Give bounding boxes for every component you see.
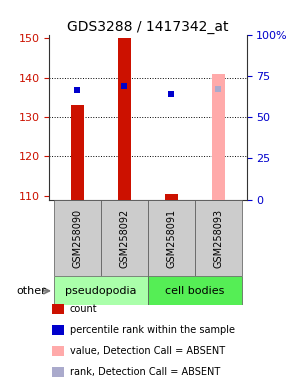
Text: count: count [70,304,97,314]
Title: GDS3288 / 1417342_at: GDS3288 / 1417342_at [67,20,229,33]
Text: cell bodies: cell bodies [165,286,224,296]
Text: rank, Detection Call = ABSENT: rank, Detection Call = ABSENT [70,367,220,377]
Text: GSM258092: GSM258092 [119,209,129,268]
Text: GSM258093: GSM258093 [213,209,223,268]
Text: GSM258090: GSM258090 [72,209,82,268]
Bar [54,200,101,276]
Text: GSM258091: GSM258091 [166,209,176,268]
Bar [195,200,242,276]
Text: other: other [17,286,46,296]
Bar [118,38,131,200]
Text: pseudopodia: pseudopodia [65,286,137,296]
Bar [71,104,84,200]
Bar [101,200,148,276]
Bar [148,276,242,305]
Bar [54,276,148,305]
Text: percentile rank within the sample: percentile rank within the sample [70,325,235,335]
Bar [165,194,178,200]
Text: value, Detection Call = ABSENT: value, Detection Call = ABSENT [70,346,225,356]
Bar [148,200,195,276]
Bar [212,74,225,200]
